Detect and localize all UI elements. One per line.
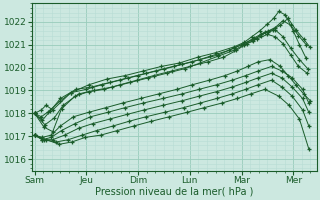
X-axis label: Pression niveau de la mer( hPa ): Pression niveau de la mer( hPa ): [95, 187, 253, 197]
